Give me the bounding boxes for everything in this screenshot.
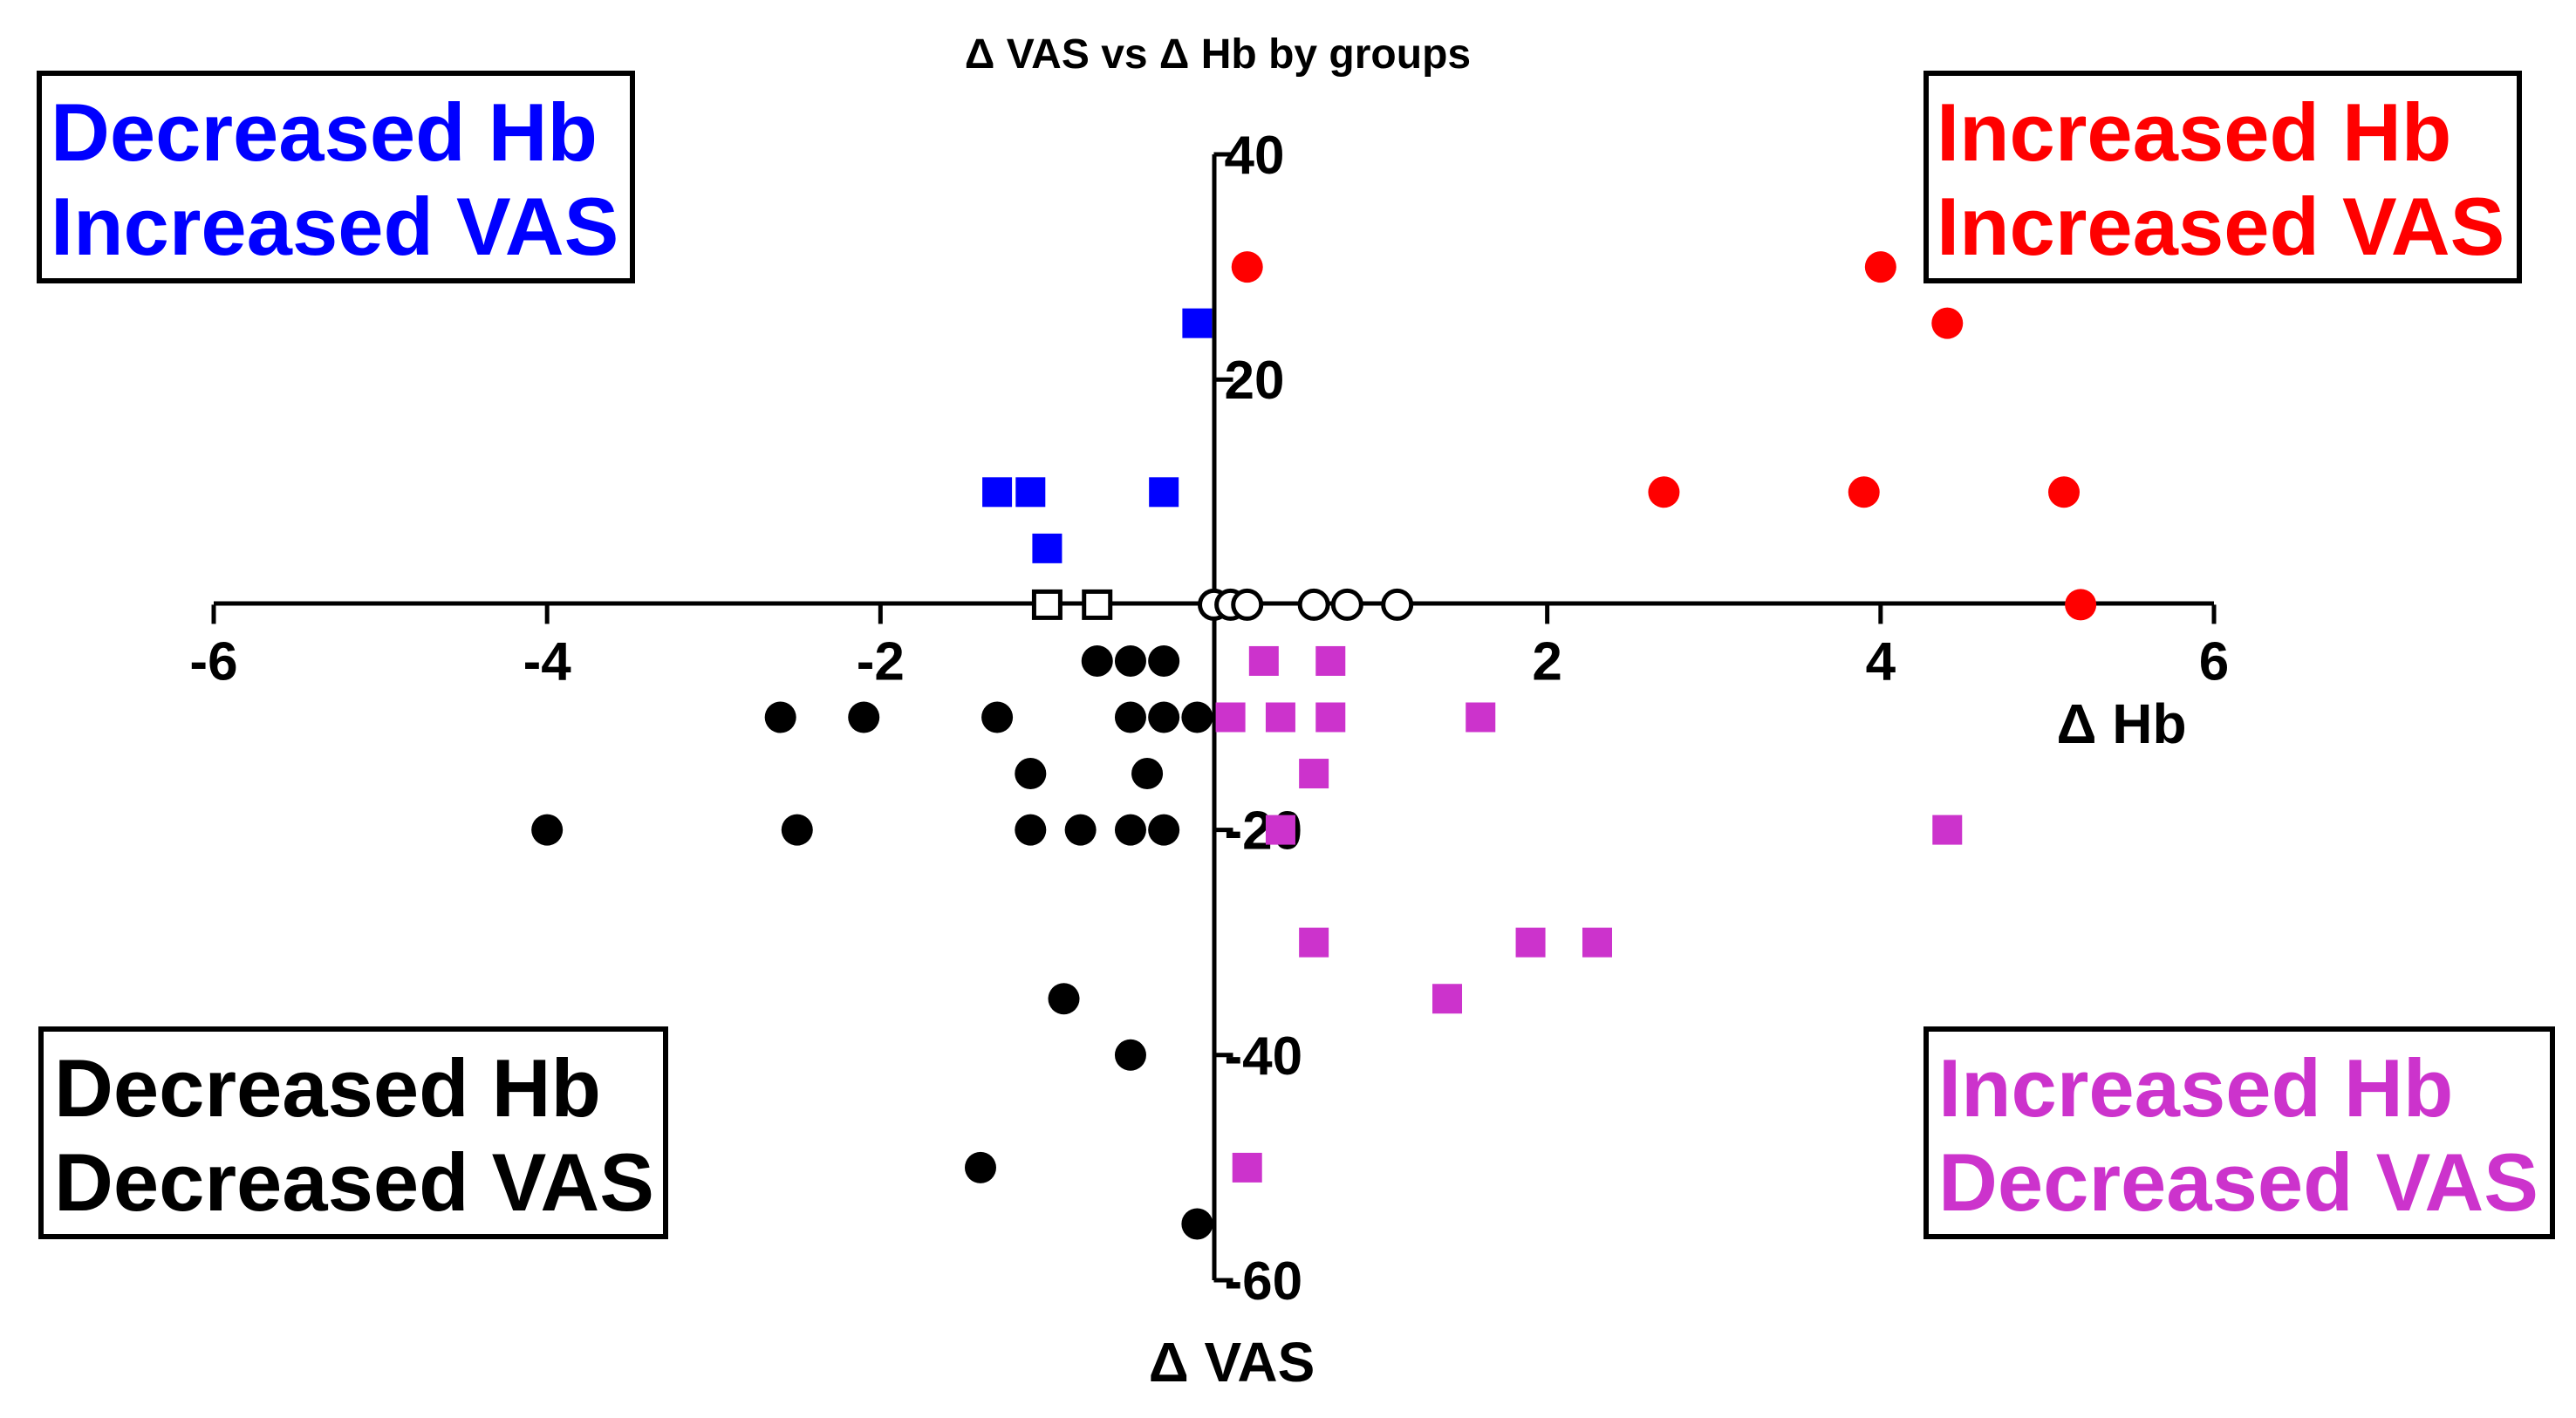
data-point-series-2 xyxy=(1015,814,1047,846)
data-point-series-1 xyxy=(1149,477,1179,508)
y-axis-label: Δ VAS xyxy=(1149,1331,1315,1394)
quadrant-box-top-left-line-1: Decreased Hb xyxy=(51,86,598,178)
data-point-series-2 xyxy=(781,814,813,846)
quadrant-box-top-right: Increased Hb Increased VAS xyxy=(1923,71,2522,283)
x-axis-ticks: -6 -4 -2 2 4 6 xyxy=(189,604,2229,692)
data-point-series-2 xyxy=(964,1151,996,1183)
y-tick-label: 20 xyxy=(1225,351,1285,411)
data-point-series-3 xyxy=(1248,645,1279,676)
data-point-series-5 xyxy=(1297,588,1330,621)
quadrant-box-bottom-right-line-1: Increased Hb xyxy=(1938,1042,2453,1134)
y-tick-label: 40 xyxy=(1225,126,1285,186)
data-point-series-0 xyxy=(1864,251,1896,283)
data-point-series-3 xyxy=(1232,1152,1262,1183)
data-point-series-3 xyxy=(1315,702,1346,733)
quadrant-box-bottom-left-line-1: Decreased Hb xyxy=(54,1042,601,1134)
y-tick-label: -60 xyxy=(1225,1251,1303,1312)
data-point-series-3 xyxy=(1299,927,1329,958)
data-point-series-2 xyxy=(1181,1208,1213,1240)
data-point-series-0 xyxy=(2065,589,2097,621)
data-point-series-2 xyxy=(1148,701,1180,733)
x-tick-label: -6 xyxy=(189,631,237,692)
x-axis-label: Δ Hb xyxy=(2056,692,2186,755)
data-point-series-0 xyxy=(2048,476,2081,508)
data-point-series-1 xyxy=(1015,477,1046,508)
data-point-series-3 xyxy=(1932,815,1963,845)
data-point-series-2 xyxy=(1131,758,1164,790)
y-tick-label: -40 xyxy=(1225,1026,1303,1087)
data-point-series-2 xyxy=(1114,644,1146,677)
x-tick-label: -2 xyxy=(857,631,905,692)
data-point-series-3 xyxy=(1265,702,1295,733)
data-point-series-3 xyxy=(1315,645,1346,676)
data-point-series-0 xyxy=(1931,307,1964,339)
data-point-series-3 xyxy=(1466,702,1496,733)
data-point-series-1 xyxy=(982,477,1013,508)
quadrant-box-bottom-right-line-2: Decreased VAS xyxy=(1938,1136,2538,1228)
chart-title: Δ VAS vs Δ Hb by groups xyxy=(965,31,1471,78)
data-point-series-3 xyxy=(1299,759,1329,789)
data-point-series-2 xyxy=(1148,814,1180,846)
quadrant-box-bottom-left: Decreased Hb Decreased VAS xyxy=(38,1026,668,1239)
data-points xyxy=(531,251,2097,1240)
data-point-series-2 xyxy=(764,701,796,733)
data-point-series-0 xyxy=(1848,476,1880,508)
data-point-series-2 xyxy=(1181,701,1213,733)
quadrant-box-top-right-line-2: Increased VAS xyxy=(1937,181,2504,272)
data-point-series-5 xyxy=(1231,588,1264,621)
quadrant-box-bottom-right: Increased Hb Decreased VAS xyxy=(1923,1026,2555,1239)
data-point-series-1 xyxy=(1182,308,1213,338)
data-point-series-3 xyxy=(1515,927,1546,958)
quadrant-box-top-right-line-1: Increased Hb xyxy=(1937,86,2451,178)
data-point-series-1 xyxy=(1032,533,1063,563)
data-point-series-2 xyxy=(1015,758,1047,790)
data-point-series-2 xyxy=(1148,644,1180,677)
data-point-series-2 xyxy=(1081,644,1113,677)
x-tick-label: 6 xyxy=(2199,631,2229,692)
quadrant-box-top-left-line-2: Increased VAS xyxy=(51,181,618,272)
data-point-series-3 xyxy=(1215,702,1246,733)
data-point-series-4 xyxy=(1082,589,1113,620)
data-point-series-5 xyxy=(1330,588,1363,621)
data-point-series-3 xyxy=(1582,927,1612,958)
data-point-series-3 xyxy=(1265,815,1295,845)
data-point-series-2 xyxy=(1114,814,1146,846)
data-point-series-0 xyxy=(1231,251,1263,283)
quadrant-box-top-left: Decreased Hb Increased VAS xyxy=(37,71,635,283)
data-point-series-3 xyxy=(1432,984,1463,1014)
x-tick-label: 2 xyxy=(1532,631,1561,692)
data-point-series-2 xyxy=(1048,983,1080,1015)
data-point-series-2 xyxy=(848,701,880,733)
data-point-series-2 xyxy=(981,701,1014,733)
data-point-series-2 xyxy=(1114,701,1146,733)
data-point-series-2 xyxy=(1064,814,1097,846)
x-tick-label: -4 xyxy=(523,631,572,692)
x-tick-label: 4 xyxy=(1866,631,1896,692)
data-point-series-2 xyxy=(1114,1039,1146,1071)
data-point-series-0 xyxy=(1648,476,1680,508)
data-point-series-5 xyxy=(1381,588,1414,621)
data-point-series-2 xyxy=(531,814,564,846)
quadrant-box-bottom-left-line-2: Decreased VAS xyxy=(54,1136,654,1228)
data-point-series-4 xyxy=(1031,589,1063,620)
